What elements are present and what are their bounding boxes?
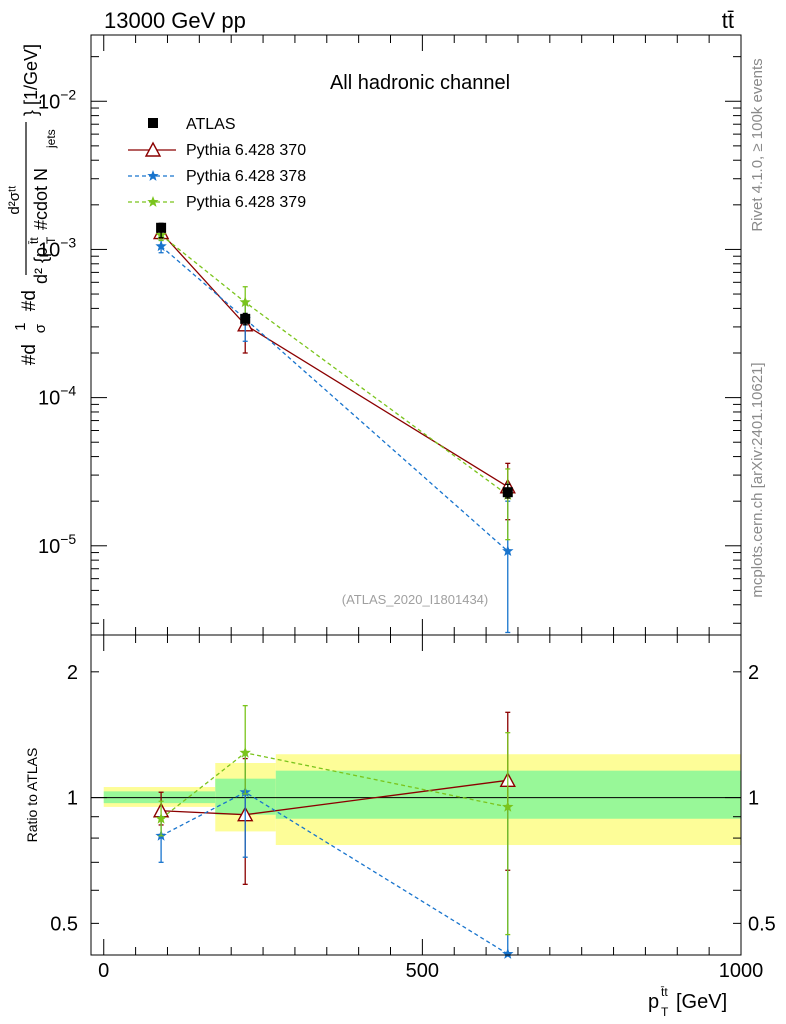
- ylabel-frac2-den-3: #cdot N: [31, 168, 51, 230]
- ratio-y-tick-label-left: 1: [67, 788, 78, 810]
- legend-378-label: Pythia 6.428 378: [186, 168, 306, 185]
- ylabel-part-b: #d: [19, 290, 40, 311]
- data-point-square: [240, 313, 251, 324]
- data-point-star: [155, 240, 167, 252]
- xlabel-main: p: [648, 991, 659, 1013]
- ratio-series: [152, 704, 516, 959]
- series-line: [160, 234, 509, 496]
- ratio-y-tick-label-right: 0.5: [748, 913, 776, 935]
- ylabel-frac2-den-1: d² {p: [31, 247, 51, 284]
- x-tick-label: 1000: [719, 960, 764, 982]
- legend-entry-370: Pythia 6.428 370: [128, 141, 306, 159]
- mcplots-label: mcplots.cern.ch [arXiv:2401.10621]: [749, 362, 766, 597]
- xlabel-unit: [GeV]: [676, 991, 727, 1013]
- y-tick-exponent: −3: [60, 234, 76, 250]
- xlabel-sup: t̄t: [661, 985, 669, 999]
- series-line: [160, 232, 509, 488]
- y-tick-exponent: −4: [60, 383, 76, 399]
- y-tick-base: 10: [38, 388, 60, 410]
- ylabel-frac2-den-sup: t̄t: [27, 237, 41, 245]
- legend-atlas-label: ATLAS: [186, 116, 236, 133]
- xlabel-sub: T: [661, 1005, 669, 1019]
- analysis-id: (ATLAS_2020_I1801434): [342, 592, 488, 607]
- data-point-square: [502, 487, 513, 498]
- y-tick-base: 10: [38, 536, 60, 558]
- legend-entry-378: Pythia 6.428 378: [128, 168, 306, 185]
- data-point-star: [239, 296, 251, 308]
- main-y-ticks: 10−510−410−310−2: [38, 35, 742, 635]
- svg-text:#d 1 σ: #d 1 σ #d d²σᵗᵗ: [6, 185, 50, 365]
- y-tick-exponent: −5: [60, 531, 76, 547]
- legend-entry-atlas: ATLAS: [148, 116, 236, 133]
- y-tick-label: 10−4: [38, 383, 76, 410]
- ratio-y-tick-label-right: 1: [748, 788, 759, 810]
- main-y-axis-label: #d 1 σ #d d²σᵗᵗ d² {p t̄t T #cdot N jets…: [6, 44, 59, 365]
- ratio-y-tick-label-right: 2: [748, 662, 759, 684]
- data-point-star: [502, 800, 514, 812]
- ratio-plot-frame: [90, 634, 742, 956]
- process-label: tt̄: [722, 8, 734, 33]
- ratio-panel: 0.5 0.5 1 1 2 2 0 500 1000 Ratio to ATLAS p t̄t …: [24, 634, 776, 1021]
- data-point-star: [502, 948, 514, 959]
- y-tick-exponent: −2: [60, 86, 76, 102]
- ratio-ticks: 0.5 0.5 1 1 2 2 0 500 1000: [50, 635, 776, 982]
- svg-text:d² {p t̄t T: d² {p t̄t T #cdot N jets } [1/GeV]: [21, 44, 59, 284]
- legend-atlas-marker: [148, 118, 158, 128]
- legend-370-label: Pythia 6.428 370: [186, 142, 306, 159]
- series-line: [160, 245, 509, 552]
- legend-370-marker: [144, 141, 162, 157]
- ylabel-frac2-den-2: T: [44, 236, 58, 244]
- ratio-y-axis-label: Ratio to ATLAS: [24, 748, 40, 843]
- data-point-star: [239, 746, 251, 758]
- data-point-star: [155, 812, 167, 824]
- y-tick-label: 10−5: [38, 531, 76, 558]
- data-point-star: [502, 545, 514, 556]
- x-tick-label: 0: [98, 960, 109, 982]
- y-tick-label: 10−2: [38, 86, 76, 113]
- main-series: [152, 222, 516, 634]
- data-point-square: [156, 222, 167, 233]
- ylabel-tail: } [1/GeV]: [21, 44, 41, 116]
- y-tick-label: 10−3: [38, 234, 76, 261]
- main-panel: 10−510−410−310−2 All hadronic channel (A…: [6, 34, 742, 636]
- x-axis-label: p t̄t T [GeV]: [648, 979, 727, 1021]
- ylabel-frac1-den: σ: [32, 323, 49, 333]
- ratio-bands: [103, 754, 741, 846]
- energy-label: 13000 GeV pp: [104, 8, 246, 33]
- legend-entry-379: Pythia 6.428 379: [128, 194, 306, 211]
- y-tick-base: 10: [38, 239, 60, 261]
- legend-379-label: Pythia 6.428 379: [186, 194, 306, 211]
- ylabel-part-a: #d: [19, 344, 40, 365]
- ylabel-frac1-num: 1: [12, 322, 29, 330]
- y-tick-base: 10: [38, 91, 60, 113]
- x-tick-label: 500: [406, 960, 439, 982]
- legend-379-marker: [147, 196, 159, 207]
- rivet-label: Rivet 4.1.0, ≥ 100k events: [749, 58, 766, 231]
- ratio-y-tick-label-left: 0.5: [50, 913, 78, 935]
- ylabel-frac2-num: d²σᵗᵗ: [6, 185, 23, 214]
- ylabel-frac2-den-sub: jets: [44, 129, 58, 149]
- ratio-y-tick-label-left: 2: [67, 662, 78, 684]
- legend: ATLAS Pythia 6.428 370 Pythia 6.428 378 …: [128, 116, 306, 211]
- main-title: All hadronic channel: [330, 72, 510, 94]
- legend-378-marker: [147, 170, 159, 181]
